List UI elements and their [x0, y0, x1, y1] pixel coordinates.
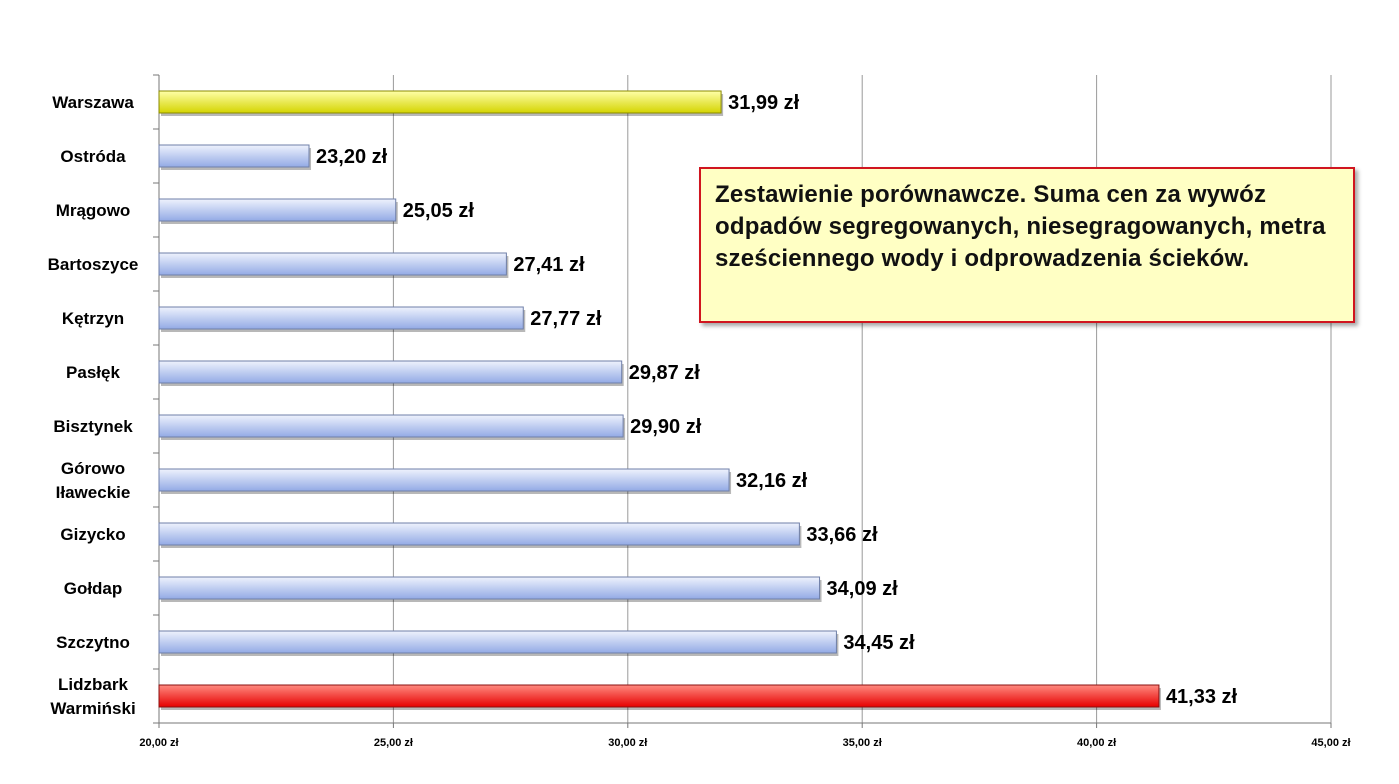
value-label: 41,33 zł — [1166, 686, 1238, 708]
category-label: Gołdap — [64, 579, 123, 598]
category-label: Kętrzyn — [62, 309, 124, 328]
value-label: 34,09 zł — [827, 578, 899, 600]
bar-szczytno — [158, 630, 837, 654]
annotation-text: Zestawienie porównawcze. Suma cen za wyw… — [715, 181, 1326, 272]
value-label: 25,05 zł — [403, 200, 475, 222]
x-tick-label: 40,00 zł — [1077, 737, 1116, 749]
value-label: 34,45 zł — [843, 632, 915, 654]
bar-ostróda — [158, 144, 310, 168]
value-label: 23,20 zł — [316, 146, 388, 168]
category-label: Warszawa — [52, 93, 134, 112]
x-tick-label: 35,00 zł — [843, 737, 882, 749]
bars — [158, 90, 1161, 710]
category-label: Szczytno — [56, 633, 130, 652]
category-label: Lidzbark Warmiński — [50, 675, 135, 718]
bar-bisztynek — [158, 414, 624, 438]
x-tick-label: 20,00 zł — [139, 737, 178, 749]
category-label: Bisztynek — [53, 417, 133, 436]
bar-gizycko — [158, 522, 800, 546]
value-label: 32,16 zł — [736, 470, 808, 492]
value-label: 29,90 zł — [630, 416, 702, 438]
bar-lidzbark-warmiński — [158, 684, 1160, 708]
category-label: Bartoszyce — [48, 255, 139, 274]
category-label: Górowo Iławeckie — [56, 459, 131, 502]
x-tick-label: 25,00 zł — [374, 737, 413, 749]
bar-bartoszyce — [158, 252, 507, 276]
value-label: 33,66 zł — [806, 524, 878, 546]
bar-kętrzyn — [158, 306, 524, 330]
category-label: Pasłęk — [66, 363, 120, 382]
labels: 20,00 zł 25,00 zł 30,00 zł 35,00 zł 40,00 zł… — [48, 92, 1351, 749]
x-tick-label: 45,00 zł — [1311, 737, 1350, 749]
axes — [153, 74, 1332, 728]
bar-pasłęk — [158, 360, 623, 384]
category-label: Mrągowo — [56, 201, 131, 220]
bar-gołdap — [158, 576, 821, 600]
category-label: Ostróda — [60, 147, 126, 166]
value-label: 31,99 zł — [728, 92, 800, 114]
value-label: 27,77 zł — [530, 308, 602, 330]
category-label: Gizycko — [60, 525, 125, 544]
annotation-box: Zestawienie porównawcze. Suma cen za wyw… — [699, 167, 1355, 323]
value-label: 29,87 zł — [629, 362, 701, 384]
value-label: 27,41 zł — [513, 254, 585, 276]
bar-warszawa — [158, 90, 722, 114]
bar-mrągowo — [158, 198, 397, 222]
x-tick-label: 30,00 zł — [608, 737, 647, 749]
bar-górowo-iławeckie — [158, 468, 730, 492]
